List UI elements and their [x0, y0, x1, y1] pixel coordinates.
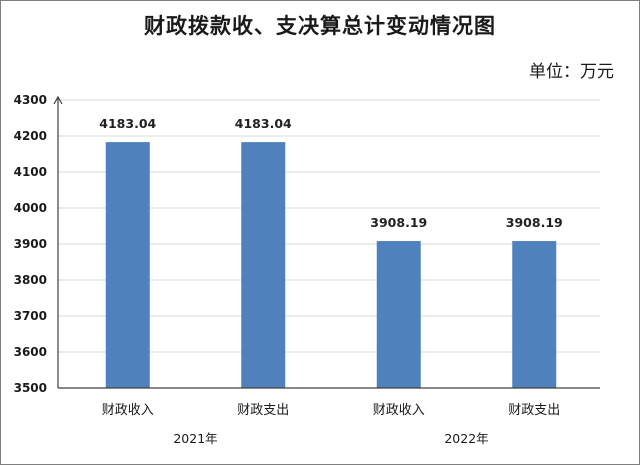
- category-label: 财政支出: [508, 403, 560, 418]
- data-labels: 4183.04 4183.04 3908.19 3908.19: [99, 116, 562, 230]
- y-tick-label: 4300: [14, 93, 47, 107]
- y-tick-label: 4100: [14, 165, 47, 179]
- y-tick-label: 3900: [14, 237, 47, 251]
- y-axis-arrow: [53, 95, 63, 105]
- category-label: 财政收入: [373, 403, 425, 418]
- category-labels: 财政收入 财政支出 财政收入 财政支出: [102, 403, 561, 418]
- chart-title: 财政拨款收、支决算总计变动情况图: [144, 14, 496, 38]
- category-label: 财政收入: [102, 403, 154, 418]
- data-label: 3908.19: [506, 215, 563, 230]
- unit-label: 单位：万元: [529, 62, 614, 82]
- data-label: 4183.04: [99, 116, 156, 131]
- y-tick-label: 3600: [14, 345, 47, 359]
- bar: [512, 241, 557, 388]
- y-tick-label: 3800: [14, 273, 47, 287]
- y-tick-label: 3700: [14, 309, 47, 323]
- data-label: 4183.04: [235, 116, 292, 131]
- data-label: 3908.19: [370, 215, 427, 230]
- bar: [376, 241, 421, 388]
- group-labels: 2021年 2022年: [173, 431, 488, 446]
- y-tick-label: 4000: [14, 201, 47, 215]
- bar: [241, 142, 286, 388]
- category-label: 财政支出: [237, 403, 289, 418]
- group-label: 2022年: [444, 431, 488, 446]
- y-tick-label: 3500: [14, 381, 47, 395]
- bars: [105, 142, 557, 388]
- bar: [105, 142, 150, 388]
- y-tick-labels: 3500 3600 3700 3800 3900 4000 4100 4200 4300: [14, 93, 47, 395]
- group-label: 2021年: [173, 431, 217, 446]
- y-tick-label: 4200: [14, 129, 47, 143]
- axes: [53, 95, 600, 389]
